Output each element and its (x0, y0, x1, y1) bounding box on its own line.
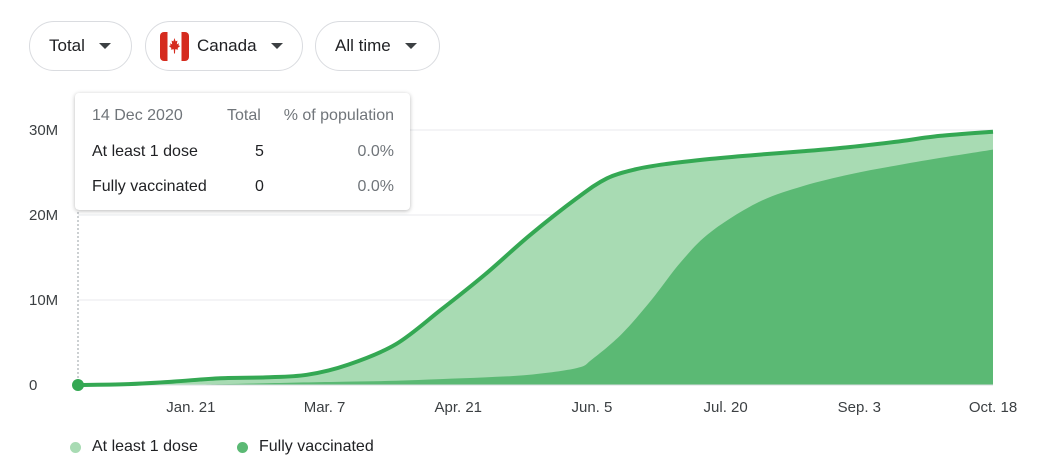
caret-down-icon (404, 43, 417, 49)
hover-marker (72, 200, 84, 391)
legend-label: Fully vaccinated (259, 438, 374, 455)
tooltip-row-percent: 0.0% (357, 178, 394, 195)
tooltip-date: 14 Dec 2020 (92, 107, 183, 124)
tooltip-row-total: 0 (255, 178, 264, 195)
y-axis-labels: 0 10M 20M 30M (29, 122, 58, 394)
legend-item-fully-vaccinated: Fully vaccinated (237, 438, 374, 456)
caret-down-icon (270, 43, 283, 49)
chart-tooltip: 14 Dec 2020 Total % of population At lea… (75, 93, 410, 210)
at-least-one-dose-line (77, 129, 994, 387)
metric-dropdown-label: Total (49, 36, 85, 55)
time-range-dropdown-label: All time (335, 36, 391, 55)
x-tick-label: Sep. 3 (838, 399, 881, 416)
metric-dropdown[interactable]: Total (29, 21, 132, 71)
tooltip-row-percent: 0.0% (357, 143, 394, 160)
x-tick-label: Jul. 20 (704, 399, 748, 416)
time-range-dropdown[interactable]: All time (315, 21, 440, 71)
legend-dot-icon (70, 441, 81, 453)
tooltip-header-percent: % of population (283, 107, 394, 124)
caret-down-icon (98, 43, 111, 49)
chart-areas (77, 129, 994, 387)
fully-vaccinated-area (78, 149, 993, 385)
canada-flag-icon (160, 31, 189, 61)
legend-item-at-least-one-dose: At least 1 dose (70, 438, 198, 456)
y-tick-label: 30M (29, 122, 58, 139)
legend-label: At least 1 dose (92, 438, 198, 455)
tooltip-row-total: 5 (255, 143, 264, 160)
hover-point (72, 379, 84, 391)
y-tick-label: 0 (29, 377, 37, 394)
tooltip-row-label: Fully vaccinated (92, 178, 207, 195)
country-dropdown[interactable]: Canada (145, 21, 303, 71)
x-tick-label: Apr. 21 (434, 399, 482, 416)
tooltip-row-label: At least 1 dose (92, 143, 198, 160)
tooltip-header-total: Total (227, 107, 261, 124)
x-tick-label: Jun. 5 (572, 399, 613, 416)
y-tick-label: 10M (29, 292, 58, 309)
country-dropdown-label: Canada (197, 36, 257, 55)
x-tick-label: Jan. 21 (166, 399, 215, 416)
y-tick-label: 20M (29, 207, 58, 224)
x-tick-label: Mar. 7 (304, 399, 346, 416)
x-tick-label: Oct. 18 (969, 399, 1017, 416)
x-axis-labels: Jan. 21 Mar. 7 Apr. 21 Jun. 5 Jul. 20 Sep. 3 O… (166, 399, 1017, 416)
legend-dot-icon (237, 441, 248, 453)
